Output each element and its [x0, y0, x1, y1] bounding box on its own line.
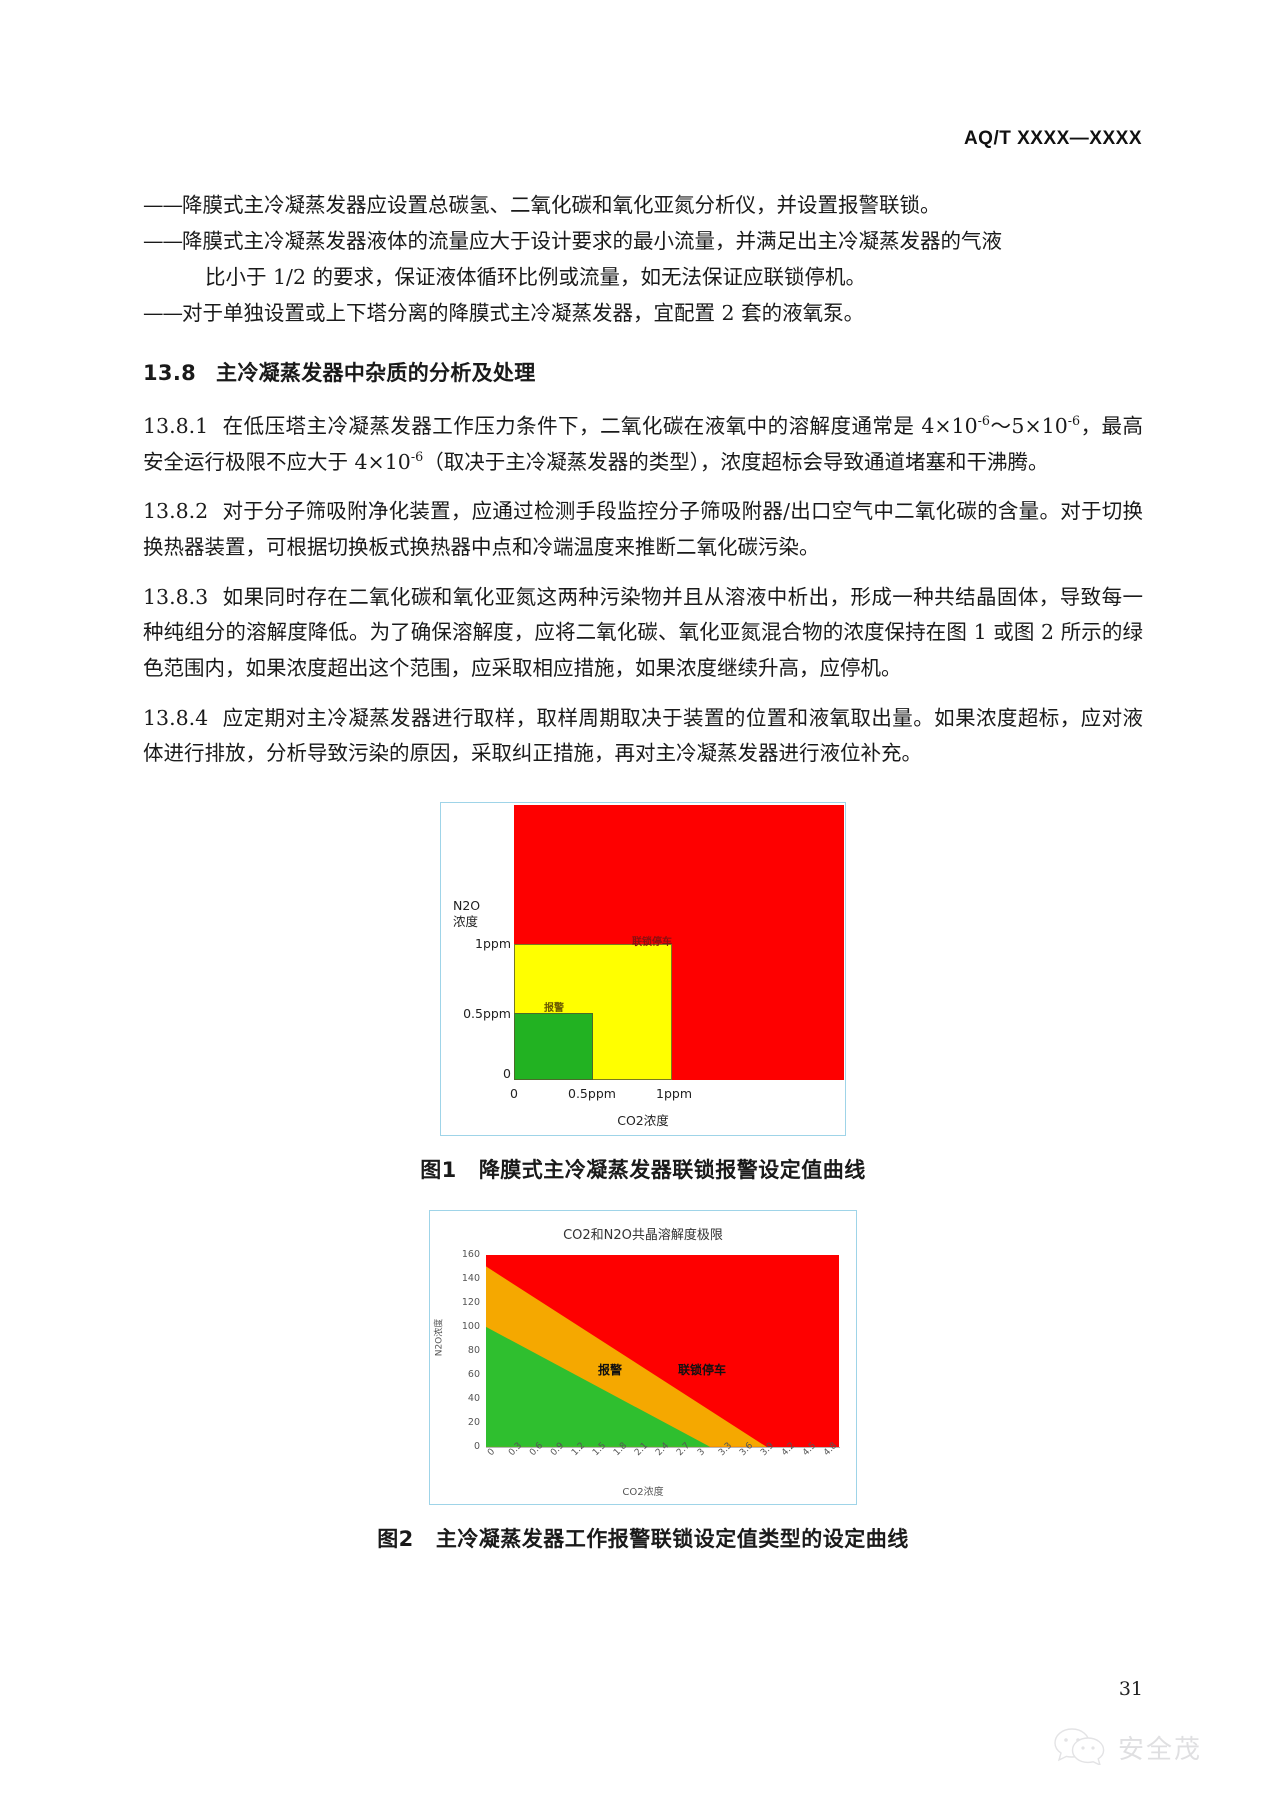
paragraph-13-8-4: 13.8.4 应定期对主冷凝蒸发器进行取样，取样周期取决于装置的位置和液氧取出量。… — [143, 701, 1143, 772]
y-tick: 60 — [467, 1368, 480, 1380]
paragraph-text-part: 在低压塔主冷凝蒸发器工作压力条件下，二氧化碳在液氧中的溶解度通常是 4×10 — [222, 414, 978, 438]
y-tick: 0 — [473, 1440, 480, 1452]
dash-lead: —— — [143, 193, 183, 217]
paragraph-number: 13.8.4 — [143, 705, 209, 730]
document-body: ——降膜式主冷凝蒸发器应设置总碳氢、二氧化碳和氧化亚氮分析仪，并设置报警联锁。 … — [143, 188, 1143, 1553]
section-number: 13.8 — [143, 361, 197, 385]
y-tick: 140 — [461, 1272, 480, 1284]
y-tick: 120 — [461, 1296, 480, 1308]
figure-1-caption: 图1 降膜式主冷凝蒸发器联锁报警设定值曲线 — [143, 1154, 1143, 1184]
y-tick: 0 — [503, 1065, 511, 1081]
figure-1-y-ticks: 1ppm 0.5ppm 0 — [441, 803, 511, 1081]
dash-bullet-list: ——降膜式主冷凝蒸发器应设置总碳氢、二氧化碳和氧化亚氮分析仪，并设置报警联锁。 … — [143, 188, 1143, 331]
region-label-alarm: 报警 — [544, 1002, 564, 1014]
figure-1-chart: N2O 浓度 1ppm 0.5ppm 0 联锁停车 报警 0 0.5ppm — [440, 801, 846, 1136]
figure-2-y-ticks: 160 140 120 100 80 60 40 20 0 — [450, 1249, 480, 1452]
paragraph-number: 13.8.2 — [143, 499, 209, 524]
figure-2-y-axis-label: N2O浓度 — [434, 1318, 445, 1357]
paragraph-13-8-2: 13.8.2 对于分子筛吸附净化装置，应通过检测手段监控分子筛吸附器/出口空气中二… — [143, 494, 1143, 565]
figure-1-caption-text: 降膜式主冷凝蒸发器联锁报警设定值曲线 — [478, 1157, 866, 1182]
figure-2-chart: CO2和N2O共晶溶解度极限 N2O浓度 160 140 120 100 80 … — [429, 1209, 857, 1505]
region-label-interlock-shutdown: 联锁停车 — [678, 1362, 727, 1377]
figure-1-plot-area: 联锁停车 报警 — [514, 804, 844, 1080]
list-item-text: 降膜式主冷凝蒸发器液体的流量应大于设计要求的最小流量，并满足出主冷凝蒸发器的气液 — [182, 229, 1002, 254]
superscript-exponent: -6 — [977, 413, 991, 429]
figure-2-caption-number: 图2 — [377, 1526, 414, 1551]
figure-1-block: N2O 浓度 1ppm 0.5ppm 0 联锁停车 报警 0 0.5ppm — [143, 801, 1143, 1184]
y-tick: 100 — [461, 1320, 480, 1332]
paragraph-number: 13.8.3 — [143, 584, 209, 609]
y-tick: 1ppm — [475, 935, 511, 951]
paragraph-text: 对于分子筛吸附净化装置，应通过检测手段监控分子筛吸附器/出口空气中二氧化碳的含量… — [143, 499, 1143, 559]
figure-2-title: CO2和N2O共晶溶解度极限 — [563, 1227, 723, 1243]
paragraph-text: 应定期对主冷凝蒸发器进行取样，取样周期取决于装置的位置和液氧取出量。如果浓度超标… — [143, 705, 1143, 766]
list-item: ——降膜式主冷凝蒸发器液体的流量应大于设计要求的最小流量，并满足出主冷凝蒸发器的… — [143, 224, 1143, 295]
paragraph-13-8-3: 13.8.3 如果同时存在二氧化碳和氧化亚氮这两种污染物并且从溶液中析出，形成一种… — [143, 580, 1143, 687]
paragraph-text-part: （取决于主冷凝蒸发器的类型），浓度超标会导致通道堵塞和干沸腾。 — [423, 449, 1049, 474]
figure-2-caption: 图2 主冷凝蒸发器工作报警联锁设定值类型的设定曲线 — [143, 1523, 1143, 1553]
y-axis-label-line-2: 浓度 — [453, 913, 479, 929]
figure-2-x-axis-line — [486, 1446, 840, 1448]
region-alarm-green — [514, 1012, 593, 1080]
paragraph-text: 如果同时存在二氧化碳和氧化亚氮这两种污染物并且从溶液中析出，形成一种共结晶固体，… — [143, 584, 1143, 680]
dash-lead: —— — [143, 229, 183, 254]
x-tick: 1ppm — [656, 1085, 692, 1101]
superscript-exponent: -6 — [1067, 413, 1081, 429]
figure-1-x-axis-label: CO2浓度 — [617, 1112, 669, 1128]
x-tick: 0.5ppm — [568, 1085, 616, 1101]
figure-1-caption-number: 图1 — [420, 1157, 457, 1182]
section-heading: 13.8 主冷凝蒸发器中杂质的分析及处理 — [143, 357, 1143, 387]
superscript-exponent: -6 — [410, 448, 424, 464]
figure-2-x-ticks: 0 0.3 0.6 0.9 1.2 1.5 1.8 2.1 2.4 2.7 3 … — [486, 1441, 839, 1477]
y-tick: 80 — [467, 1344, 480, 1356]
watermark-text: 安全茂 — [1117, 1734, 1202, 1765]
dash-lead: —— — [143, 300, 183, 325]
section-title: 主冷凝蒸发器中杂质的分析及处理 — [216, 361, 536, 385]
wechat-bubble-icon — [1052, 1725, 1108, 1769]
list-item: ——对于单独设置或上下塔分离的降膜式主冷凝蒸发器，宜配置 2 套的液氧泵。 — [143, 296, 1143, 331]
watermark: 安全茂 — [1052, 1725, 1202, 1769]
list-item-text: 对于单独设置或上下塔分离的降膜式主冷凝蒸发器，宜配置 2 套的液氧泵。 — [182, 300, 865, 325]
list-item-continuation: 比小于 1/2 的要求，保证液体循环比例或流量，如无法保证应联锁停机。 — [205, 264, 867, 289]
figure-1-y-axis-label: N2O 浓度 — [453, 898, 480, 929]
y-tick: 160 — [461, 1248, 480, 1260]
y-tick: 20 — [467, 1416, 480, 1428]
y-tick: 0.5ppm — [463, 1005, 511, 1021]
region-label-alarm: 报警 — [598, 1362, 623, 1377]
paragraph-number: 13.8.1 — [143, 414, 209, 438]
region-label-interlock-shutdown: 联锁停车 — [632, 936, 672, 948]
list-item-text: 降膜式主冷凝蒸发器应设置总碳氢、二氧化碳和氧化亚氮分析仪，并设置报警联锁。 — [182, 193, 941, 217]
figure-2-x-axis-label: CO2浓度 — [622, 1486, 664, 1498]
y-tick: 40 — [467, 1392, 480, 1404]
figure-2-block: CO2和N2O共晶溶解度极限 N2O浓度 160 140 120 100 80 … — [143, 1209, 1143, 1553]
list-item: ——降膜式主冷凝蒸发器应设置总碳氢、二氧化碳和氧化亚氮分析仪，并设置报警联锁。 — [143, 188, 1143, 223]
document-header-id: AQ/T XXXX—XXXX — [963, 128, 1142, 149]
x-tick: 3 — [696, 1446, 708, 1458]
figure-2-plot-area: 报警 联锁停车 — [486, 1254, 839, 1447]
paragraph-text-part: ～5×10 — [990, 414, 1068, 438]
figure-2-caption-text: 主冷凝蒸发器工作报警联锁设定值类型的设定曲线 — [435, 1526, 909, 1551]
paragraph-13-8-1: 13.8.1 在低压塔主冷凝蒸发器工作压力条件下，二氧化碳在液氧中的溶解度通常是 … — [143, 409, 1143, 480]
x-tick: 0 — [510, 1085, 518, 1101]
x-tick: 0 — [486, 1446, 498, 1458]
paragraph-text-part: ，最高安全运行极限不应大于 4×10 — [143, 414, 1144, 474]
y-axis-label-line-1: N2O — [453, 897, 481, 913]
page-number: 31 — [1118, 1678, 1143, 1700]
